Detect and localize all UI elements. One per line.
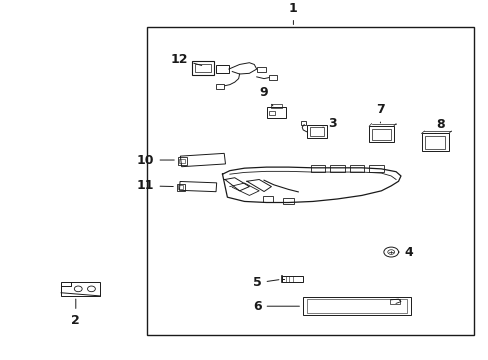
Bar	[306, 125, 326, 139]
Text: 3: 3	[322, 117, 337, 130]
Text: 11: 11	[137, 179, 173, 192]
Bar	[283, 198, 293, 204]
Text: 2: 2	[71, 299, 80, 327]
Bar	[146, 27, 473, 335]
Bar	[178, 185, 183, 189]
Text: 12: 12	[170, 53, 202, 66]
Bar	[61, 283, 100, 296]
Bar	[257, 67, 265, 72]
Text: 8: 8	[434, 118, 445, 134]
Text: 6: 6	[252, 300, 299, 313]
Bar	[310, 165, 325, 172]
Bar	[368, 165, 383, 172]
Text: 4: 4	[398, 246, 413, 258]
Bar	[368, 126, 393, 142]
Bar	[303, 297, 410, 315]
Bar	[195, 64, 210, 72]
Bar	[191, 61, 213, 75]
Bar	[270, 104, 281, 108]
Bar	[301, 121, 305, 125]
Text: 1: 1	[288, 2, 297, 24]
Bar	[349, 165, 364, 172]
Bar	[179, 159, 185, 163]
Bar	[216, 65, 228, 73]
Bar	[421, 134, 448, 151]
Bar	[269, 76, 276, 80]
Bar	[329, 165, 344, 172]
Bar	[215, 84, 224, 89]
Bar	[282, 276, 302, 283]
Bar	[306, 300, 406, 313]
Text: 5: 5	[252, 276, 278, 289]
Bar	[389, 299, 400, 304]
Bar	[371, 129, 390, 140]
Bar	[266, 107, 285, 118]
Text: 10: 10	[137, 153, 174, 167]
Bar	[262, 196, 273, 202]
Bar	[424, 136, 445, 149]
Bar	[177, 157, 187, 165]
Bar	[180, 153, 225, 167]
Bar	[269, 111, 275, 115]
Text: 7: 7	[375, 103, 384, 123]
Bar	[309, 127, 324, 136]
Bar	[176, 184, 185, 191]
Text: 9: 9	[259, 86, 272, 106]
Bar	[179, 181, 216, 192]
